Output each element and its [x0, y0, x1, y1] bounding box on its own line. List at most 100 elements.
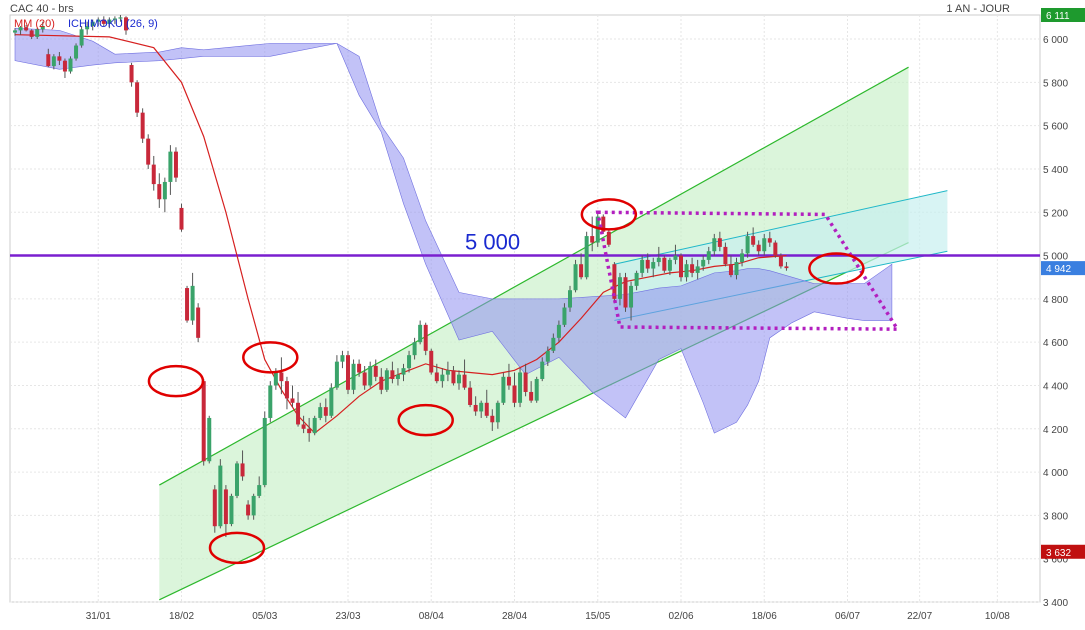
candle — [62, 58, 67, 79]
candle — [473, 396, 478, 416]
candle — [756, 240, 761, 256]
candle — [290, 385, 295, 408]
candle-body — [462, 374, 467, 388]
candle-body — [107, 19, 112, 24]
candle — [529, 381, 534, 403]
level-label: 5 000 — [465, 230, 520, 255]
candle-body — [346, 355, 350, 390]
candle — [457, 370, 461, 390]
candle-body — [196, 307, 201, 338]
candle — [745, 231, 750, 258]
price-axis: 3 400 3 600 3 800 4 000 4 200 4 400 4 600 4 800… — [1043, 35, 1068, 609]
candle-body — [529, 391, 534, 401]
candle — [612, 262, 617, 304]
candle — [29, 29, 34, 40]
candle-body — [651, 262, 656, 269]
candle — [373, 359, 378, 382]
candle-body — [368, 365, 373, 386]
candle — [257, 476, 262, 499]
candle — [717, 231, 722, 252]
candle — [307, 417, 312, 442]
candle-body — [712, 238, 717, 252]
y-tick-label: 4 800 — [1043, 295, 1068, 306]
candle — [568, 285, 572, 312]
candle — [623, 272, 628, 312]
candle — [640, 255, 645, 278]
candle-body — [85, 26, 90, 30]
candle-body — [640, 259, 645, 273]
candle — [207, 415, 212, 464]
annotation-ellipse — [580, 198, 638, 231]
candle — [395, 368, 400, 386]
badge-last-bg — [1041, 261, 1085, 276]
candle-body — [756, 244, 761, 252]
candle-body — [423, 324, 428, 351]
candle-body — [656, 257, 661, 263]
candle — [368, 361, 373, 388]
candle — [46, 48, 51, 68]
candle-body — [667, 259, 672, 271]
candle — [57, 52, 62, 66]
candle-body — [523, 372, 528, 392]
candle-body — [240, 463, 245, 477]
candle-body — [185, 288, 190, 321]
y-tick-label: 4 000 — [1043, 468, 1068, 479]
candle-body — [351, 363, 356, 390]
candle — [168, 145, 173, 195]
candle — [773, 240, 778, 258]
candle-body — [223, 489, 228, 525]
candle-body — [179, 207, 184, 230]
candle-body — [24, 27, 29, 31]
candle — [18, 26, 23, 35]
candle — [423, 322, 428, 356]
candle — [556, 320, 561, 343]
candle — [451, 365, 456, 386]
candle — [651, 257, 656, 278]
badge-low-bg — [1041, 544, 1085, 559]
badge-high-text: 6 111 — [1046, 11, 1070, 22]
y-tick-label: 5 600 — [1043, 122, 1068, 133]
candle — [74, 43, 79, 61]
candle-body — [562, 307, 567, 325]
y-tick-label: 4 200 — [1043, 425, 1068, 436]
candle-body — [246, 504, 251, 516]
candle-body — [79, 29, 84, 46]
candle-body — [706, 251, 711, 260]
candle — [767, 231, 772, 247]
candle-body — [490, 415, 495, 423]
candle — [512, 372, 517, 408]
candle-body — [279, 372, 284, 382]
candle-body — [401, 368, 406, 375]
candle — [501, 372, 506, 405]
candle — [584, 231, 589, 280]
candle — [495, 400, 500, 429]
candle — [545, 346, 550, 366]
annotation-ellipse — [208, 531, 266, 565]
x-tick-label: 05/03 — [252, 611, 277, 622]
candle-body — [723, 246, 728, 265]
candle-body — [29, 30, 34, 37]
candle — [523, 363, 528, 397]
candle-body — [13, 30, 17, 33]
candle-body — [690, 264, 695, 273]
candle-body — [62, 60, 67, 72]
candle-body — [307, 428, 312, 434]
candle-body — [101, 19, 106, 24]
candle-body — [684, 264, 689, 278]
candle-body — [323, 407, 328, 416]
y-tick-label: 5 400 — [1043, 165, 1068, 176]
annotation-ellipse — [808, 252, 865, 285]
candle — [51, 54, 56, 70]
ma-legend: MM (20) — [14, 18, 55, 30]
candle — [151, 155, 156, 191]
candle — [579, 253, 584, 280]
candle-body — [451, 370, 456, 384]
candle — [296, 391, 301, 427]
candle-body — [673, 255, 678, 260]
candle — [540, 357, 545, 382]
x-tick-label: 22/07 — [907, 611, 932, 622]
candle-body — [579, 264, 584, 278]
candle-body — [235, 463, 239, 496]
candle — [173, 147, 178, 182]
candle-body — [96, 19, 101, 22]
